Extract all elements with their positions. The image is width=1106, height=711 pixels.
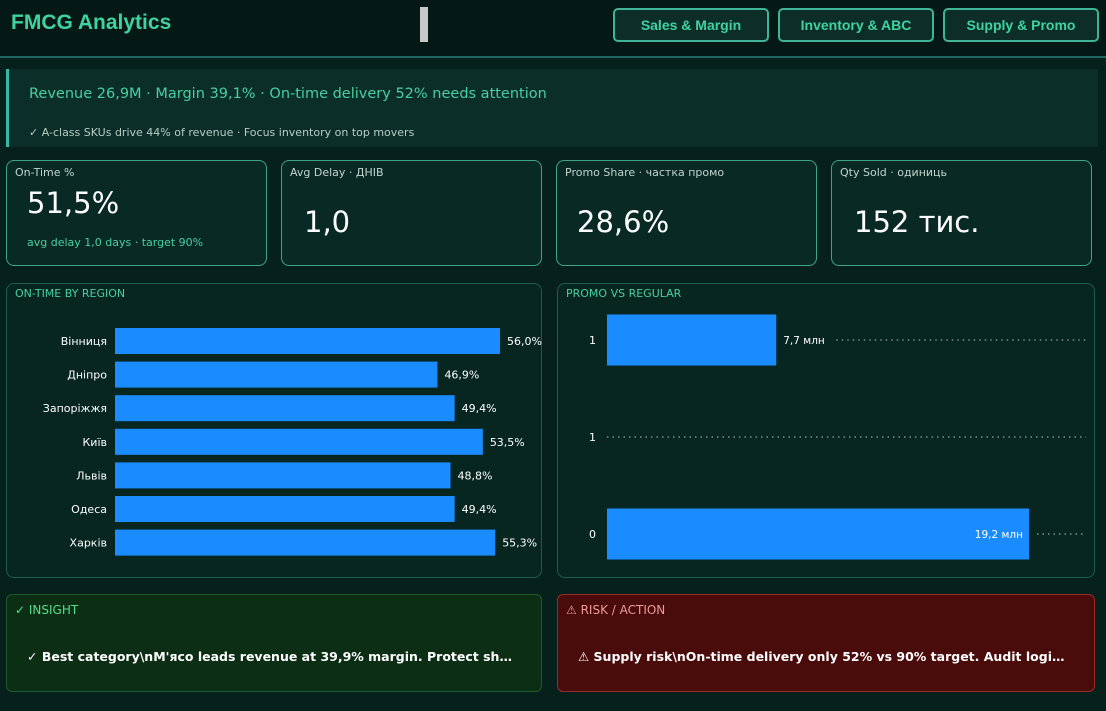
kpi-card-promo-share: Promo Share · частка промо 28,6% [556, 160, 817, 266]
summary-banner: Revenue 26,9M · Margin 39,1% · On-time d… [6, 69, 1098, 147]
kpi-value: 28,6% [577, 205, 670, 239]
region-data-label: 46,9% [444, 369, 479, 382]
kpi-card-qty-sold: Qty Sold · одиниць 152 тис. [831, 160, 1092, 266]
promo-vs-regular-chart: 1 7,7 млн 1 0 19,2 млн [589, 314, 1086, 560]
promo-bar [607, 508, 1029, 560]
kpi-value: 1,0 [304, 205, 351, 239]
region-data-label: 56,0% [507, 335, 542, 348]
promo-vs-regular-panel: 1 7,7 млн 1 0 19,2 млн PROMO VS REGULAR [557, 283, 1095, 578]
region-bar [115, 496, 455, 522]
region-bar [115, 328, 500, 354]
on-time-by-region-chart: Вінниця 56,0% Дніпро 46,9% Запоріжжя 49,4% Киї… [43, 328, 542, 556]
kpi-label: On-Time % [15, 166, 75, 179]
on-time-by-region-panel: Вінниця 56,0% Дніпро 46,9% Запоріжжя 49,4% Киї… [6, 283, 542, 578]
kpi-card-on-time: On-Time % 51,5% avg delay 1,0 days · tar… [6, 160, 267, 266]
nav-sales-margin-button[interactable]: Sales & Margin [613, 8, 769, 42]
region-data-label: 53,5% [490, 436, 525, 449]
region-category-label: Дніпро [67, 369, 107, 382]
panel-title: ON-TIME BY REGION [15, 287, 126, 300]
text-cursor-icon [420, 7, 428, 42]
panel-title: PROMO VS REGULAR [566, 287, 682, 300]
region-category-label: Львів [76, 469, 107, 482]
nav-supply-promo-button[interactable]: Supply & Promo [943, 8, 1099, 42]
insight-text: ✓ Best category\nМ'ясо leads revenue at … [27, 649, 517, 664]
banner-subline: ✓ A-class SKUs drive 44% of revenue · Fo… [29, 126, 415, 139]
insight-card: ✓ INSIGHT ✓ Best category\nМ'ясо leads r… [6, 594, 542, 692]
region-data-label: 55,3% [502, 537, 537, 550]
kpi-label: Avg Delay · ДНІВ [290, 166, 384, 179]
promo-category-label: 0 [589, 528, 596, 541]
app-title: FMCG Analytics [11, 11, 172, 34]
region-category-label: Запоріжжя [43, 402, 107, 415]
promo-data-label: 7,7 млн [783, 335, 825, 347]
region-category-label: Вінниця [61, 335, 107, 348]
risk-text: ⚠ Supply risk\nOn-time delivery only 52%… [578, 649, 1068, 664]
promo-data-label: 19,2 млн [975, 529, 1023, 541]
risk-heading: ⚠ RISK / ACTION [566, 603, 666, 617]
region-bar [115, 462, 451, 489]
region-bar [115, 395, 455, 422]
nav-inventory-abc-button[interactable]: Inventory & ABC [778, 8, 934, 42]
region-bar [115, 428, 483, 455]
promo-bar [607, 314, 777, 366]
top-bar: FMCG Analytics Sales & Margin Inventory … [0, 0, 1106, 58]
kpi-value: 152 тис. [854, 205, 980, 239]
kpi-value: 51,5% [27, 186, 120, 220]
region-bar [115, 529, 496, 556]
banner-headline: Revenue 26,9M · Margin 39,1% · On-time d… [29, 86, 547, 102]
region-data-label: 49,4% [462, 503, 497, 516]
kpi-subtext: avg delay 1,0 days · target 90% [27, 236, 204, 249]
kpi-card-avg-delay: Avg Delay · ДНІВ 1,0 [281, 160, 542, 266]
promo-category-label: 1 [589, 334, 596, 347]
region-data-label: 48,8% [458, 469, 493, 482]
kpi-label: Promo Share · частка промо [565, 166, 725, 179]
promo-category-label: 1 [589, 431, 596, 444]
region-data-label: 49,4% [462, 402, 497, 415]
risk-card: ⚠ RISK / ACTION ⚠ Supply risk\nOn-time d… [557, 594, 1095, 692]
insight-heading: ✓ INSIGHT [15, 603, 79, 617]
region-category-label: Одеса [71, 503, 107, 516]
kpi-label: Qty Sold · одиниць [840, 166, 948, 179]
region-category-label: Київ [83, 436, 108, 449]
region-bar [115, 361, 438, 388]
region-category-label: Харків [70, 537, 107, 550]
